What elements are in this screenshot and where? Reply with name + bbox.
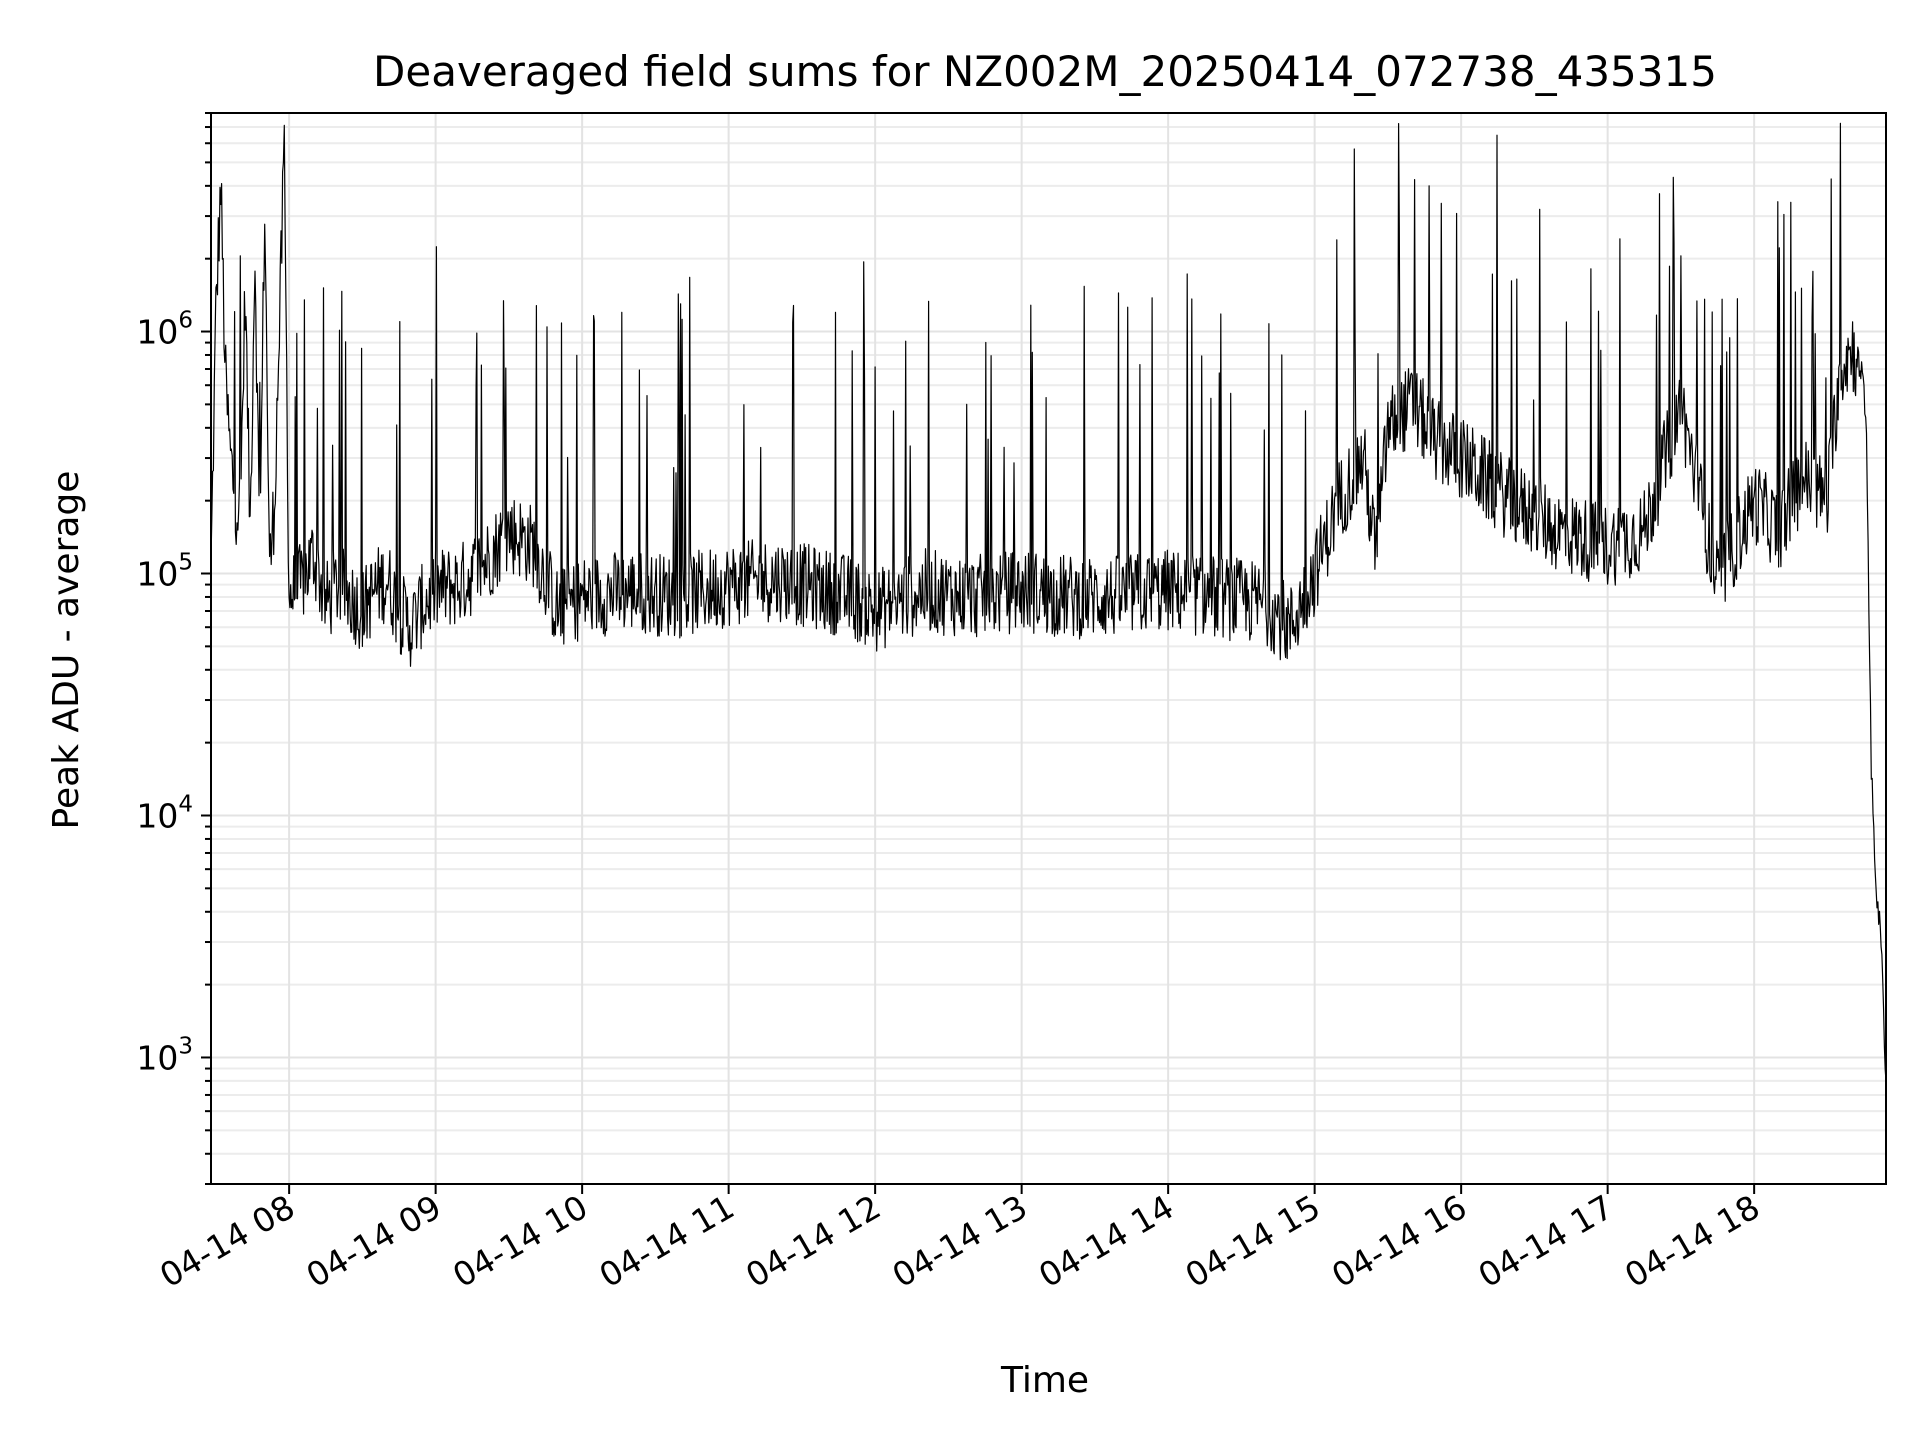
y-tick-label: 104 (136, 791, 193, 835)
y-tick-label: 103 (136, 1033, 193, 1077)
series-line (210, 122, 1887, 1081)
y-axis-ticks: 103 104 105 106 (136, 112, 211, 1185)
chart-title: Deaveraged field sums for NZ002M_2025041… (373, 47, 1717, 96)
y-axis-label: Peak ADU - average (46, 471, 87, 830)
x-axis-label: Time (1000, 1360, 1089, 1401)
plot-frame (210, 112, 1887, 1185)
major-grid (211, 113, 1886, 1184)
y-tick-label: 106 (136, 308, 193, 352)
y-tick-label: 105 (136, 550, 193, 594)
series-layer (210, 122, 1887, 1081)
